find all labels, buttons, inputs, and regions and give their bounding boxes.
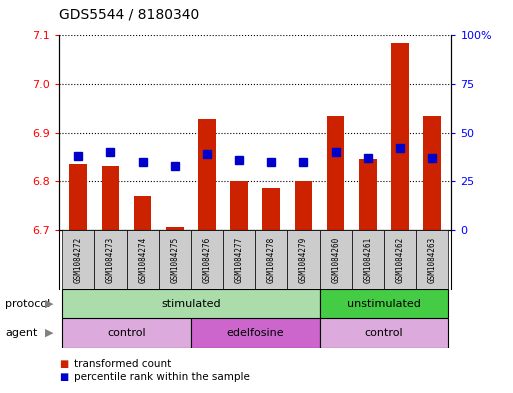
Bar xyxy=(127,230,159,289)
Bar xyxy=(255,230,287,289)
Text: GSM1084272: GSM1084272 xyxy=(74,236,83,283)
Bar xyxy=(391,43,409,230)
Text: ▶: ▶ xyxy=(45,299,54,309)
Bar xyxy=(230,181,248,230)
Bar xyxy=(352,230,384,289)
Bar xyxy=(384,230,416,289)
Text: transformed count: transformed count xyxy=(74,358,172,369)
Bar xyxy=(191,318,320,348)
Text: GSM1084261: GSM1084261 xyxy=(363,236,372,283)
Bar xyxy=(320,289,448,318)
Bar xyxy=(159,230,191,289)
Bar xyxy=(69,164,87,230)
Bar xyxy=(134,196,151,230)
Text: GSM1084277: GSM1084277 xyxy=(234,236,244,283)
Text: GSM1084275: GSM1084275 xyxy=(170,236,180,283)
Bar xyxy=(198,119,216,230)
Bar xyxy=(423,116,441,230)
Text: ■: ■ xyxy=(59,358,68,369)
Bar xyxy=(166,227,184,230)
Text: GSM1084278: GSM1084278 xyxy=(267,236,276,283)
Text: GSM1084262: GSM1084262 xyxy=(396,236,404,283)
Bar xyxy=(191,230,223,289)
Text: control: control xyxy=(107,328,146,338)
Text: stimulated: stimulated xyxy=(161,299,221,309)
Text: GSM1084273: GSM1084273 xyxy=(106,236,115,283)
Text: agent: agent xyxy=(5,328,37,338)
Text: GDS5544 / 8180340: GDS5544 / 8180340 xyxy=(59,7,199,22)
Text: GSM1084274: GSM1084274 xyxy=(138,236,147,283)
Text: protocol: protocol xyxy=(5,299,50,309)
Bar xyxy=(327,116,345,230)
Text: GSM1084260: GSM1084260 xyxy=(331,236,340,283)
Bar xyxy=(102,166,120,230)
Text: percentile rank within the sample: percentile rank within the sample xyxy=(74,372,250,382)
Text: edelfosine: edelfosine xyxy=(226,328,284,338)
Text: control: control xyxy=(365,328,403,338)
Bar xyxy=(320,318,448,348)
Text: unstimulated: unstimulated xyxy=(347,299,421,309)
Text: ▶: ▶ xyxy=(45,328,54,338)
Bar xyxy=(320,230,352,289)
Text: GSM1084279: GSM1084279 xyxy=(299,236,308,283)
Bar xyxy=(294,181,312,230)
Text: GSM1084276: GSM1084276 xyxy=(203,236,211,283)
Bar xyxy=(287,230,320,289)
Bar xyxy=(263,188,280,230)
Bar xyxy=(62,318,191,348)
Bar xyxy=(94,230,127,289)
Text: ■: ■ xyxy=(59,372,68,382)
Bar xyxy=(416,230,448,289)
Bar xyxy=(359,160,377,230)
Bar xyxy=(223,230,255,289)
Bar xyxy=(62,289,320,318)
Text: GSM1084263: GSM1084263 xyxy=(428,236,437,283)
Bar xyxy=(62,230,94,289)
